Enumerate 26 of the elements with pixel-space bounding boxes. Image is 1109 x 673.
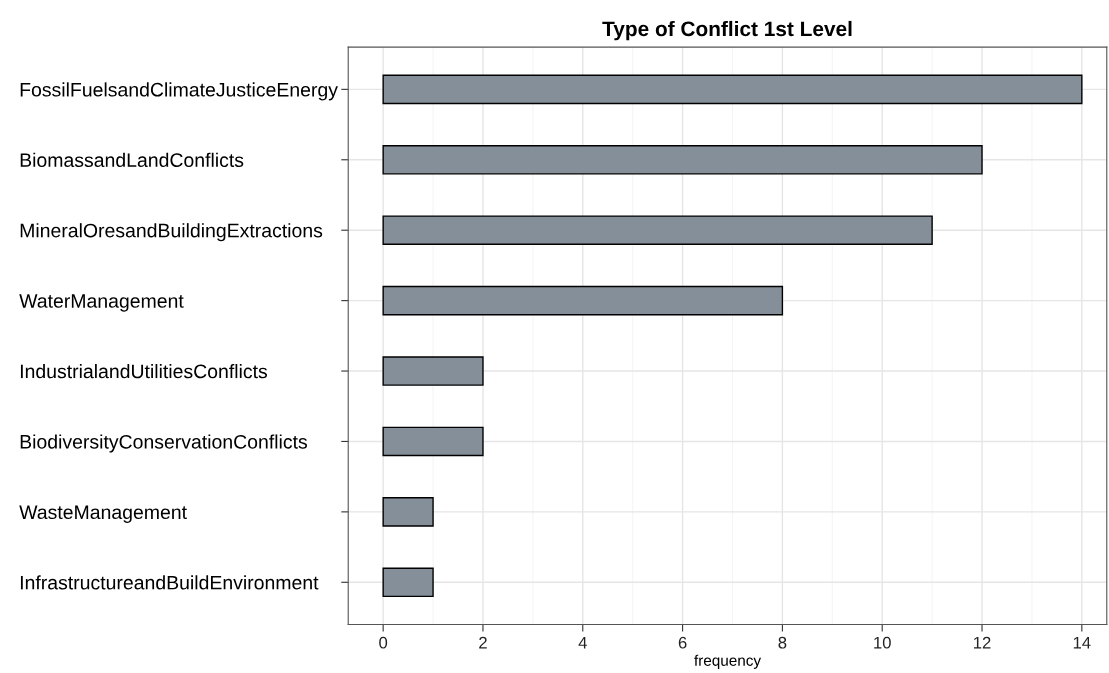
bar <box>382 497 434 527</box>
y-tick-label: InfrastructureandBuildEnvironment <box>20 575 319 590</box>
x-tick-label: 10 <box>874 636 891 649</box>
x-axis-title: frequency <box>694 654 762 669</box>
bar <box>382 285 784 316</box>
bar <box>382 426 484 457</box>
x-tick-label: 2 <box>479 636 487 649</box>
x-tick-label: 6 <box>678 636 687 649</box>
y-tick-label: WasteManagement <box>19 505 187 523</box>
bar <box>382 356 484 386</box>
bar <box>382 215 933 245</box>
y-tick-label: IndustrialandUtilitiesConflicts <box>20 363 268 379</box>
x-tick-label: 8 <box>778 636 787 649</box>
y-tick-label: BiomassandLandConflicts <box>20 152 244 168</box>
x-tick-label: 12 <box>974 636 991 649</box>
y-tick-label: MineralOresandBuildingExtractions <box>20 223 323 242</box>
bar <box>382 567 434 598</box>
x-tick-label: 14 <box>1073 636 1091 649</box>
chart-title: Type of Conflict 1st Level <box>602 20 852 41</box>
y-tick-label: BiodiversityConservationConflicts <box>20 434 307 453</box>
bar <box>382 145 983 175</box>
y-tick-label: FossilFuelsandClimateJusticeEnergy <box>20 82 338 101</box>
x-tick-label: 0 <box>379 636 388 649</box>
y-tick-label: WaterManagement <box>19 294 184 312</box>
x-tick-label: 4 <box>578 636 587 649</box>
bar <box>382 74 1083 105</box>
